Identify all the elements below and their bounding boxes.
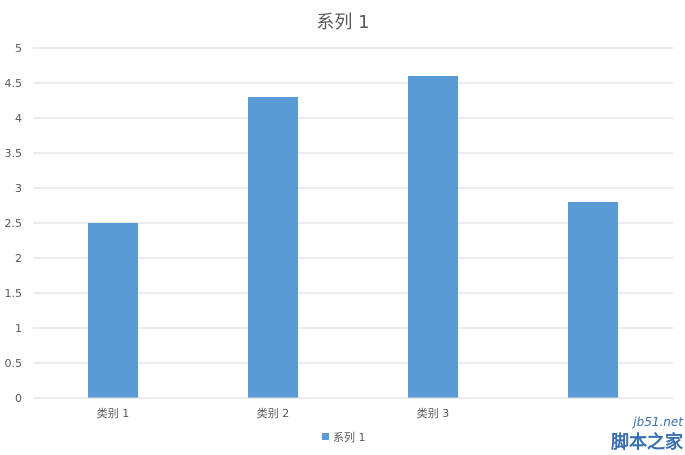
bar xyxy=(248,97,298,398)
y-tick-label: 1 xyxy=(15,322,22,335)
y-tick-label: 3.5 xyxy=(5,147,23,160)
legend-label: 系列 1 xyxy=(333,430,366,444)
watermark-site: jb51.net xyxy=(631,415,684,429)
y-tick-label: 3 xyxy=(15,182,22,195)
y-tick-label: 4.5 xyxy=(5,77,23,90)
chart-title: 系列 1 xyxy=(316,12,369,33)
y-tick-label: 2 xyxy=(15,252,22,265)
x-tick-label: 类别 1 xyxy=(97,406,130,420)
watermark-name: 脚本之家 xyxy=(611,431,684,453)
y-tick-label: 0.5 xyxy=(5,357,23,370)
y-tick-label: 5 xyxy=(15,42,22,55)
y-tick-label: 1.5 xyxy=(5,287,23,300)
y-tick-label: 2.5 xyxy=(5,217,23,230)
x-tick-label: 类别 3 xyxy=(417,406,450,420)
x-tick-label: 类别 2 xyxy=(257,406,290,420)
watermark: jb51.net 脚本之家 xyxy=(611,415,684,453)
y-axis-ticks: 0 0.5 1 1.5 2 2.5 3 3.5 4 4.5 5 xyxy=(5,42,23,405)
y-tick-label: 0 xyxy=(15,392,22,405)
y-tick-label: 4 xyxy=(15,112,22,125)
legend: 系列 1 xyxy=(322,430,366,444)
x-axis-ticks: 类别 1 类别 2 类别 3 xyxy=(97,406,450,420)
legend-swatch xyxy=(322,433,329,440)
bar xyxy=(88,223,138,398)
bar xyxy=(568,202,618,398)
gridlines xyxy=(33,47,673,364)
bars xyxy=(88,76,618,398)
bar xyxy=(408,76,458,398)
